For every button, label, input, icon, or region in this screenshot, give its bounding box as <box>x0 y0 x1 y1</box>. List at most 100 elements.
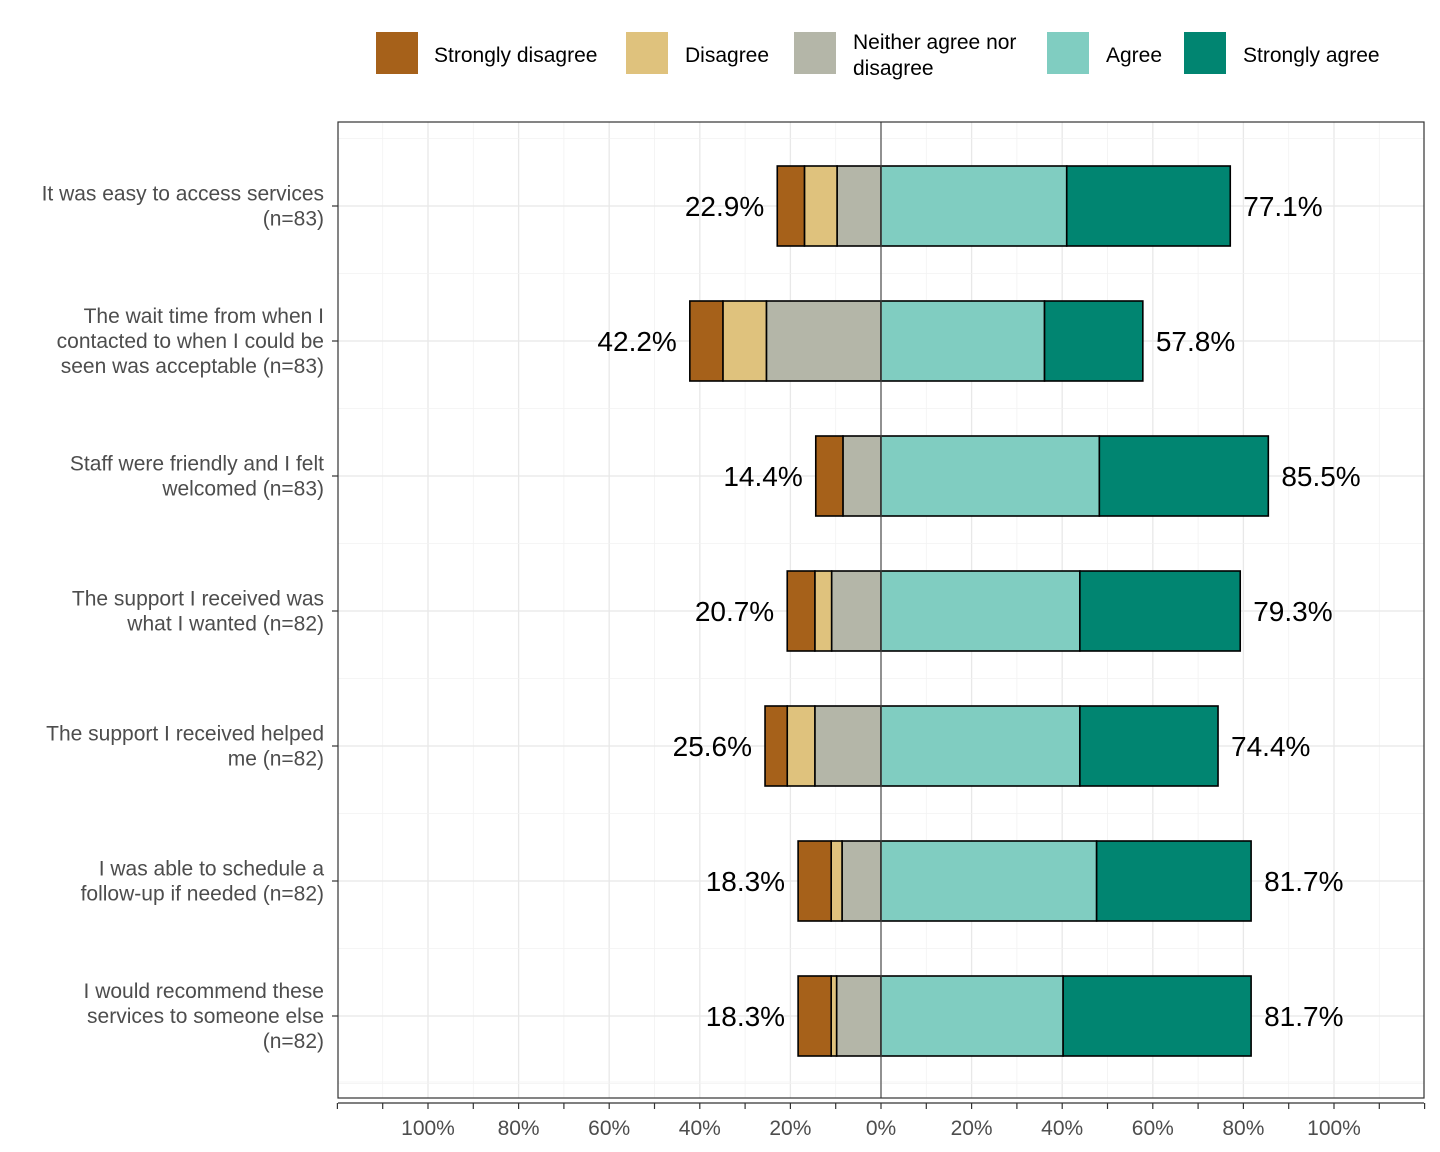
bar-segment-strongly-agree <box>1098 435 1270 517</box>
bar-segment-neither-agree-nor-disagree <box>836 165 882 247</box>
bar-segment-neither-agree-nor-disagree <box>830 570 882 652</box>
bar-segment-disagree <box>830 975 838 1057</box>
bar-segment-neither-agree-nor-disagree <box>842 435 882 517</box>
legend-label: Agree <box>1106 44 1162 67</box>
legend-key <box>626 32 668 74</box>
category-label-line: I was able to schedule a <box>99 858 325 881</box>
x-tick-label: 0% <box>866 1117 896 1140</box>
bar-segment-strongly-agree <box>1062 975 1252 1057</box>
bar-segment-agree <box>880 975 1064 1057</box>
category-label-line: seen was acceptable (n=83) <box>61 355 324 378</box>
positive-total-label: 77.1% <box>1243 191 1322 222</box>
negative-total-label: 22.9% <box>685 191 764 222</box>
category-label-line: (n=82) <box>263 1030 324 1053</box>
bar-segment-neither-agree-nor-disagree <box>835 975 882 1057</box>
y-axis-categories: It was easy to access services (n=83) The … <box>42 183 338 1053</box>
bar-segment-disagree <box>814 570 833 652</box>
legend-key <box>794 32 836 74</box>
category-label: Staff were friendly and I felt welcomed (… <box>70 453 324 501</box>
x-tick-label: 100% <box>401 1117 455 1140</box>
bar-segment-strongly-agree <box>1043 300 1144 382</box>
bar-segment-strongly-disagree <box>797 975 832 1057</box>
plot-panel <box>337 121 1425 1099</box>
x-tick-label: 40% <box>679 1117 721 1140</box>
legend-label-line: Neither agree nor <box>853 31 1016 54</box>
category-label-line: (n=83) <box>263 208 324 231</box>
bar-segment-strongly-disagree <box>689 300 724 382</box>
legend-label: Strongly agree <box>1243 44 1380 67</box>
x-tick-label: 100% <box>1307 1117 1361 1140</box>
category-label: The support I received was what I wanted … <box>72 588 324 636</box>
legend-label: Disagree <box>685 44 769 67</box>
positive-total-label: 85.5% <box>1281 461 1360 492</box>
category-label-line: Staff were friendly and I felt <box>70 453 324 476</box>
negative-total-label: 42.2% <box>597 326 676 357</box>
bar-segment-agree <box>880 570 1081 652</box>
negative-total-label: 14.4% <box>723 461 802 492</box>
bar-segment-neither-agree-nor-disagree <box>841 840 882 922</box>
category-label: It was easy to access services (n=83) <box>42 183 324 231</box>
category-label-line: me (n=82) <box>228 748 324 771</box>
category-label-line: contacted to when I could be <box>57 330 324 353</box>
negative-total-label: 18.3% <box>706 1001 785 1032</box>
x-tick-label: 40% <box>1041 1117 1083 1140</box>
total-labels: 22.9% 77.1% 42.2% 57.8% 14.4% 85.5% 20.7% 79.3%… <box>597 191 1360 1032</box>
category-label: The support I received helped me (n=82) <box>46 723 324 771</box>
category-label: I would recommend these services to someo… <box>84 980 324 1053</box>
bar-segment-agree <box>880 165 1068 247</box>
positive-total-label: 81.7% <box>1264 866 1343 897</box>
bar-segment-strongly-agree <box>1065 165 1232 247</box>
category-label-line: The support I received was <box>72 588 324 611</box>
positive-total-label: 57.8% <box>1156 326 1235 357</box>
legend: Strongly disagree Disagree Neither agree n… <box>376 31 1380 80</box>
bar-segment-strongly-disagree <box>786 570 816 652</box>
category-label-line: services to someone else <box>87 1005 324 1028</box>
category-label-line: The wait time from when I <box>84 305 324 328</box>
bar-segment-disagree <box>786 705 816 787</box>
positive-total-label: 79.3% <box>1253 596 1332 627</box>
category-label: I was able to schedule a follow-up if nee… <box>81 858 325 906</box>
bar-segment-strongly-agree <box>1079 570 1242 652</box>
negative-total-label: 18.3% <box>706 866 785 897</box>
legend-label-line: disagree <box>853 57 934 80</box>
category-label-line: what I wanted (n=82) <box>126 613 324 636</box>
bar-segment-strongly-disagree <box>814 435 844 517</box>
negative-total-label: 25.6% <box>673 731 752 762</box>
bar-segment-disagree <box>803 165 838 247</box>
bar-segment-agree <box>880 435 1101 517</box>
negative-total-label: 20.7% <box>695 596 774 627</box>
x-tick-label: 20% <box>769 1117 811 1140</box>
x-tick-label: 60% <box>1132 1117 1174 1140</box>
bar-segment-neither-agree-nor-disagree <box>814 705 882 787</box>
legend-key <box>1047 32 1089 74</box>
bar-segment-agree <box>880 840 1098 922</box>
bar-segment-strongly-agree <box>1095 840 1252 922</box>
bar-segment-strongly-disagree <box>764 705 789 787</box>
positive-total-label: 81.7% <box>1264 1001 1343 1032</box>
x-tick-label: 80% <box>498 1117 540 1140</box>
x-tick-label: 60% <box>588 1117 630 1140</box>
x-tick-label: 20% <box>951 1117 993 1140</box>
panel-border <box>337 121 1425 1099</box>
legend-label: Neither agree nor disagree <box>853 31 1016 80</box>
bar-segment-strongly-disagree <box>797 840 832 922</box>
category-label-line: follow-up if needed (n=82) <box>81 883 324 906</box>
bar-segment-neither-agree-nor-disagree <box>765 300 882 382</box>
x-tick-label: 80% <box>1222 1117 1264 1140</box>
category-label-line: welcomed (n=83) <box>161 478 324 501</box>
category-label-line: It was easy to access services <box>42 183 324 206</box>
bar-segment-disagree <box>722 300 768 382</box>
legend-label: Strongly disagree <box>434 44 597 67</box>
category-label-line: The support I received helped <box>46 723 324 746</box>
bar-segment-strongly-agree <box>1079 705 1219 787</box>
bar-segment-disagree <box>830 840 843 922</box>
category-label-line: I would recommend these <box>84 980 324 1003</box>
bar-segment-agree <box>880 300 1046 382</box>
bar-segment-strongly-disagree <box>776 165 806 247</box>
bar-segment-agree <box>880 705 1081 787</box>
legend-key <box>376 32 418 74</box>
x-axis: 100% 80% 60% 40% 20% 0% 20% 40% 60% 80% 100% <box>336 1102 1426 1140</box>
legend-key <box>1184 32 1226 74</box>
